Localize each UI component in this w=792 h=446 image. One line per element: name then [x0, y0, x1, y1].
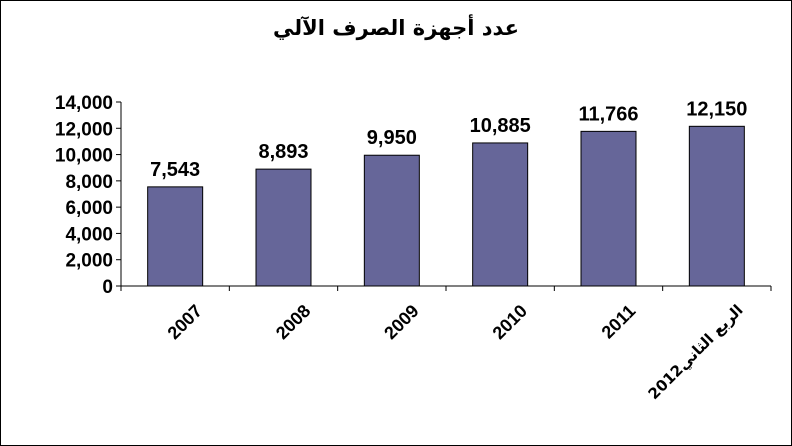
bars: [147, 125, 745, 287]
data-label: 10,885: [470, 115, 531, 137]
bar: [363, 154, 420, 287]
y-axis: 0 2,000 4,000 6,000 8,000 10,000 12,000 14,000: [55, 93, 122, 298]
data-label: 12,150: [686, 98, 747, 120]
data-label: 7,543: [150, 159, 200, 181]
data-label: 8,893: [258, 141, 308, 163]
bar: [147, 186, 204, 287]
y-tick-label: 14,000: [55, 93, 113, 114]
chart-title: عدد أجهزة الصرف الآلي: [273, 13, 519, 40]
data-label: 9,950: [367, 127, 417, 149]
y-tick-label: 12,000: [55, 119, 113, 140]
x-tick-label: 2007: [164, 301, 206, 343]
data-labels: 7,543 8,893 9,950 10,885 11,766 12,150: [150, 98, 747, 181]
x-tick-label: 2009: [380, 301, 422, 343]
y-tick-label: 8,000: [65, 172, 113, 193]
x-tick-label: 2010: [489, 301, 531, 343]
x-tick-label: 2008: [272, 301, 314, 343]
x-tick-label: الربع الثاني2012: [645, 301, 747, 403]
bar: [580, 130, 637, 287]
y-tick-label: 2,000: [65, 251, 113, 272]
bar: [255, 168, 312, 287]
bar: [472, 142, 529, 287]
y-tick-label: 10,000: [55, 146, 113, 167]
y-tick-label: 0: [102, 277, 113, 298]
y-tick-label: 6,000: [65, 198, 113, 219]
bar: [688, 125, 745, 287]
x-tick-label: 2011: [598, 301, 640, 343]
y-tick-label: 4,000: [65, 224, 113, 245]
data-label: 11,766: [578, 103, 638, 125]
